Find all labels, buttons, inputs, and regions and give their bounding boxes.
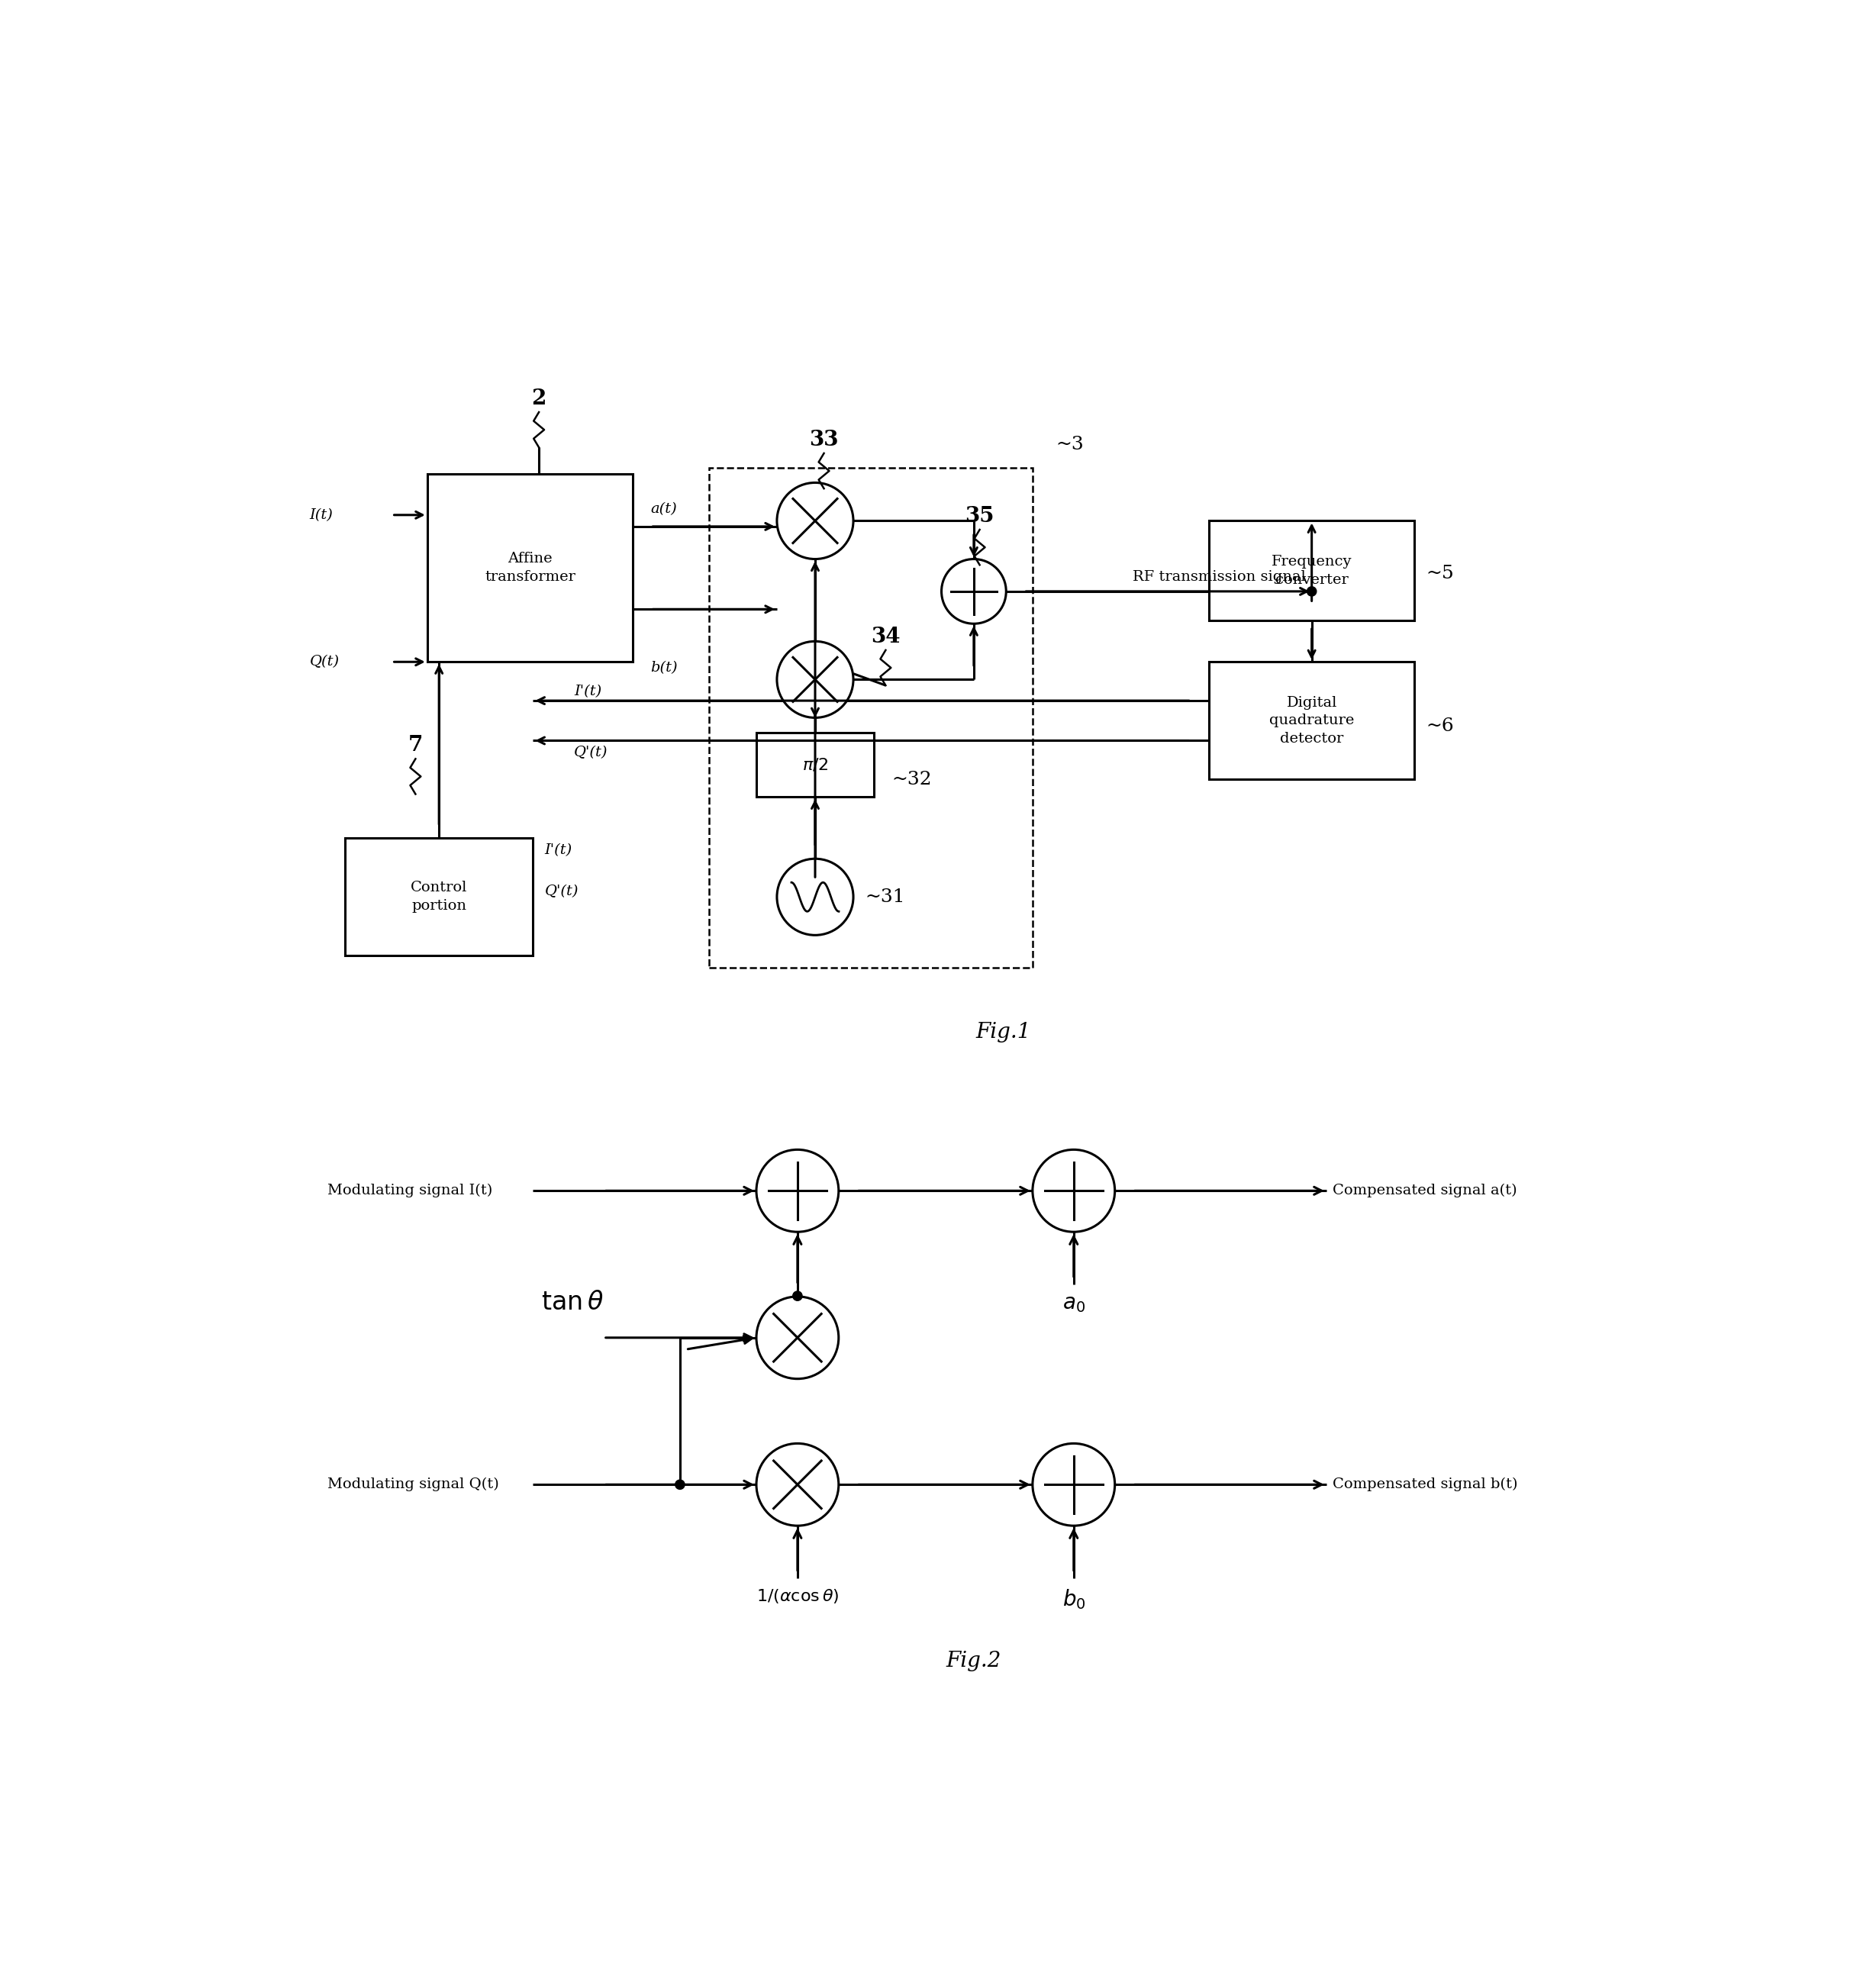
Text: Q'(t): Q'(t) <box>544 883 580 897</box>
Bar <box>1208 520 1415 621</box>
Text: $b_0$: $b_0$ <box>1062 1588 1086 1612</box>
Bar <box>756 732 874 798</box>
Bar <box>428 474 632 661</box>
Circle shape <box>675 1481 685 1489</box>
Text: $\tan\theta$: $\tan\theta$ <box>540 1290 604 1314</box>
Text: ~6: ~6 <box>1426 719 1454 734</box>
Text: Control
portion: Control portion <box>411 881 467 913</box>
Text: $1/(\alpha\cos\theta)$: $1/(\alpha\cos\theta)$ <box>756 1588 839 1606</box>
Circle shape <box>777 482 854 560</box>
Text: ~3: ~3 <box>1056 435 1084 453</box>
Text: Affine
transformer: Affine transformer <box>484 552 576 584</box>
Text: $\pi/2$: $\pi/2$ <box>803 756 827 772</box>
Text: Digital
quadrature
detector: Digital quadrature detector <box>1270 697 1354 746</box>
Bar <box>345 838 533 955</box>
Text: Frequency
converter: Frequency converter <box>1272 556 1353 588</box>
Circle shape <box>1032 1443 1114 1526</box>
Text: 35: 35 <box>964 506 994 526</box>
Text: ~32: ~32 <box>891 770 932 788</box>
Text: Compensated signal b(t): Compensated signal b(t) <box>1332 1477 1518 1491</box>
Text: Q'(t): Q'(t) <box>574 746 608 758</box>
Text: 2: 2 <box>531 389 546 409</box>
Text: Fig.2: Fig.2 <box>946 1652 1002 1671</box>
Circle shape <box>777 860 854 935</box>
Text: $a_0$: $a_0$ <box>1062 1294 1084 1314</box>
Circle shape <box>756 1296 839 1380</box>
Text: 34: 34 <box>870 627 900 647</box>
Circle shape <box>756 1149 839 1233</box>
Text: Modulating signal Q(t): Modulating signal Q(t) <box>326 1477 499 1491</box>
Circle shape <box>777 641 854 719</box>
Circle shape <box>1032 1149 1114 1233</box>
Circle shape <box>756 1443 839 1526</box>
Bar <box>709 468 1032 967</box>
Text: I'(t): I'(t) <box>544 844 572 858</box>
Bar <box>1208 661 1415 780</box>
Text: I'(t): I'(t) <box>574 685 602 699</box>
Circle shape <box>942 560 1006 623</box>
Text: 33: 33 <box>809 429 839 451</box>
Text: I(t): I(t) <box>310 508 334 522</box>
Text: b(t): b(t) <box>651 661 677 675</box>
Text: 7: 7 <box>409 734 422 756</box>
Text: ~31: ~31 <box>865 887 904 905</box>
Text: RF transmission signal: RF transmission signal <box>1133 570 1306 584</box>
Circle shape <box>794 1292 803 1300</box>
Text: Compensated signal a(t): Compensated signal a(t) <box>1332 1183 1516 1197</box>
Circle shape <box>1308 588 1317 596</box>
Text: Modulating signal I(t): Modulating signal I(t) <box>326 1183 492 1197</box>
Text: ~5: ~5 <box>1426 566 1454 582</box>
Text: a(t): a(t) <box>651 502 677 516</box>
Text: Q(t): Q(t) <box>310 655 340 669</box>
Text: Fig.1: Fig.1 <box>976 1022 1030 1042</box>
